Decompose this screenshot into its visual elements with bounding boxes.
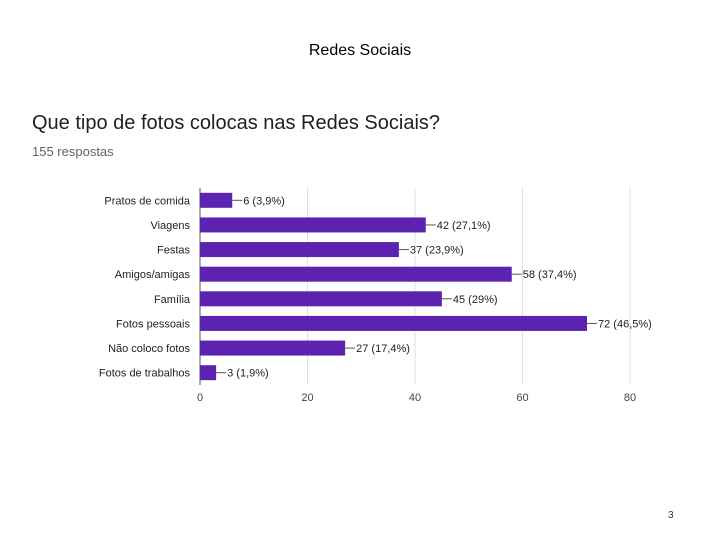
bar-6 <box>200 340 346 356</box>
category-label-3: Amigos/amigas <box>115 269 191 281</box>
bar-0 <box>200 192 233 208</box>
category-label-2: Festas <box>157 245 191 257</box>
data-label-4: 45 (29%) <box>453 294 498 306</box>
bar-4 <box>200 291 442 307</box>
bar-1 <box>200 217 426 233</box>
category-label-6: Não coloco fotos <box>108 343 190 355</box>
bar-5 <box>200 315 587 331</box>
x-tick-label-4: 80 <box>624 392 636 404</box>
data-label-2: 37 (23,9%) <box>410 245 464 257</box>
data-label-1: 42 (27,1%) <box>437 220 491 232</box>
slide-title: Redes Sociais <box>308 42 412 59</box>
x-tick-label-3: 60 <box>516 392 528 404</box>
category-label-5: Fotos pessoais <box>116 318 190 330</box>
bar-2 <box>200 242 399 258</box>
x-tick-label-2: 40 <box>409 392 421 404</box>
data-label-5: 72 (46,5%) <box>598 318 652 330</box>
category-label-7: Fotos de trabalhos <box>99 368 191 380</box>
x-tick-label-0: 0 <box>197 392 203 404</box>
page-number: 3 <box>668 510 674 521</box>
bar-7 <box>200 365 217 381</box>
category-label-4: Família <box>154 294 191 306</box>
data-label-6: 27 (17,4%) <box>356 343 410 355</box>
response-count: 155 respostas <box>32 144 114 159</box>
data-label-0: 6 (3,9%) <box>243 195 285 207</box>
data-label-7: 3 (1,9%) <box>227 368 269 380</box>
data-label-3: 58 (37,4%) <box>523 269 577 281</box>
question-title: Que tipo de fotos colocas nas Redes Soci… <box>32 112 441 134</box>
x-tick-label-1: 20 <box>301 392 313 404</box>
bar-3 <box>200 266 512 282</box>
category-label-0: Pratos de comida <box>104 195 190 207</box>
category-label-1: Viagens <box>150 220 190 232</box>
